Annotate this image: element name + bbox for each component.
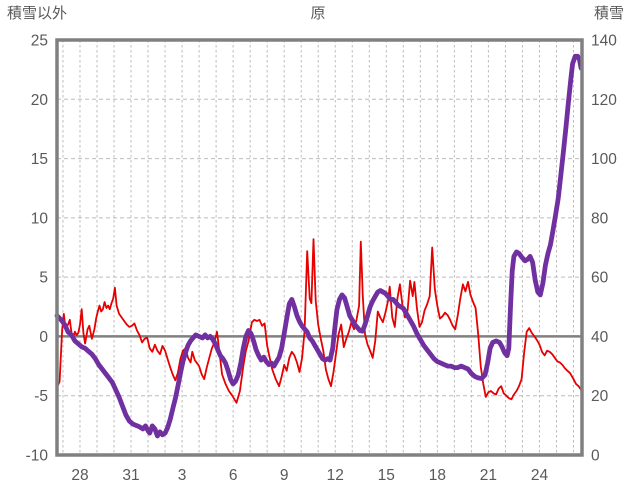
left-axis-title: 積雪以外 [7, 5, 68, 22]
red-series-line [56, 238, 582, 404]
x-axis-tick-label: 24 [531, 467, 549, 484]
plot-frame [55, 38, 584, 457]
right-axis-tick-label: 0 [591, 448, 600, 465]
x-axis-tick-label: 15 [378, 467, 395, 484]
x-axis-tick-label: 3 [178, 467, 187, 484]
right-axis-tick-label: 60 [591, 270, 609, 287]
right-axis-tick-label: 140 [591, 33, 617, 50]
x-axis-tick-label: 21 [480, 467, 497, 484]
x-axis-tick-label: 6 [229, 467, 238, 484]
right-axis-tick-label: 80 [591, 210, 609, 227]
x-axis-tick-label: 12 [327, 467, 344, 484]
left-axis-tick-label: 5 [39, 270, 48, 287]
right-axis-title: 積雪 [593, 5, 624, 22]
x-axis-tick-label: 28 [71, 467, 88, 484]
right-axis-tick-label: 20 [591, 388, 609, 405]
x-axis-tick-label: 18 [429, 467, 446, 484]
x-axis-tick-label: 9 [280, 467, 289, 484]
left-axis-tick-label: 10 [31, 210, 49, 227]
purple-series-line [54, 53, 584, 439]
left-axis-tick-label: -10 [26, 448, 49, 465]
right-axis-tick-label: 100 [591, 151, 617, 168]
left-axis-tick-label: 15 [31, 151, 48, 168]
x-axis-tick-label: 31 [122, 467, 139, 484]
right-axis-tick-label: 120 [591, 92, 617, 109]
right-axis-tick-label: 40 [591, 329, 609, 346]
chart-title: 原 [310, 5, 326, 22]
left-axis-tick-label: -5 [34, 388, 48, 405]
left-axis-tick-label: 0 [39, 329, 48, 346]
left-axis-tick-label: 20 [31, 92, 49, 109]
left-axis-tick-label: 25 [31, 33, 48, 50]
